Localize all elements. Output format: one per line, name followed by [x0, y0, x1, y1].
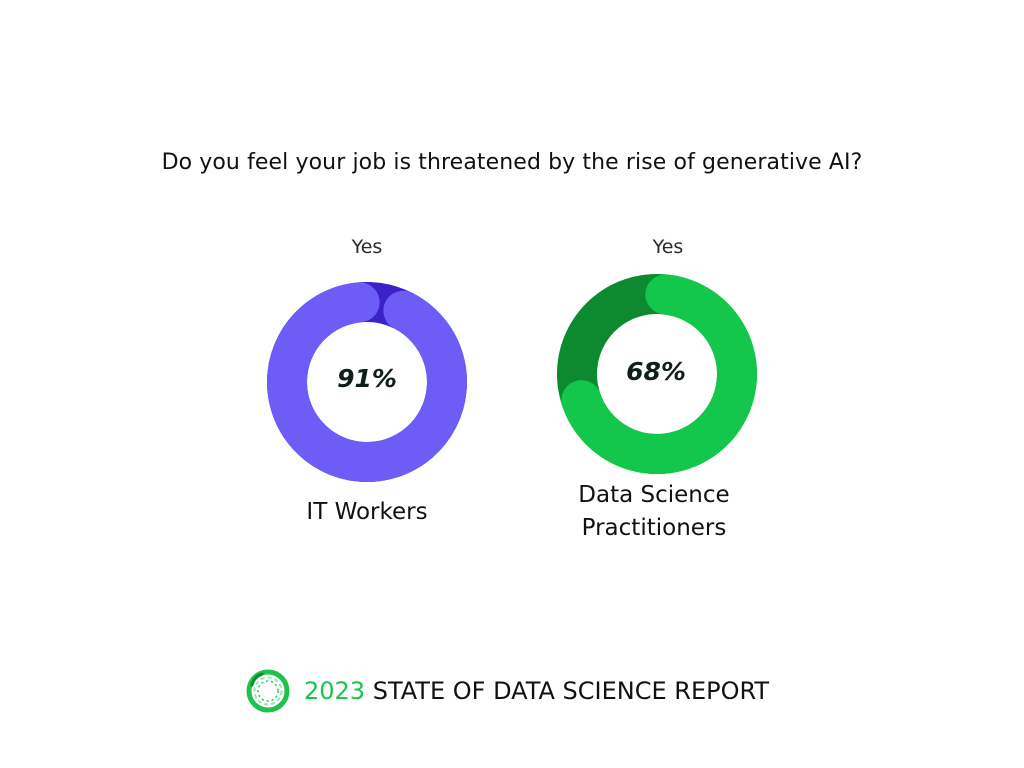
footer-text: 2023 STATE OF DATA SCIENCE REPORT [304, 677, 769, 705]
chart-1-value-label: 91% [337, 364, 397, 393]
data-science-donut [557, 274, 757, 474]
donut-1-arcs [267, 282, 467, 482]
chart-2-group-line-1: Data Science [578, 482, 730, 508]
chart-2-group-line-2: Practitioners [581, 515, 727, 541]
chart-1-group-line-1: IT Workers [306, 499, 428, 525]
chart-1-category-label: Yes [351, 236, 383, 258]
chart-2-value-label: 68% [626, 357, 686, 386]
it-workers-donut [267, 282, 467, 482]
donut-1-yes-slice [267, 282, 467, 482]
donut-2-arcs [557, 274, 757, 474]
chart-2-category-label: Yes [652, 236, 684, 258]
footer-year: 2023 [304, 677, 366, 705]
footer: 2023 STATE OF DATA SCIENCE REPORT [244, 666, 769, 716]
chart-1-group-label: IT Workers [247, 496, 487, 529]
chart-2-group-label: Data Science Practitioners [534, 479, 774, 545]
chart-title: Do you feel your job is threatened by th… [161, 150, 863, 175]
footer-title: STATE OF DATA SCIENCE REPORT [372, 677, 770, 705]
anaconda-ring-logo-icon [246, 669, 290, 713]
donut-2-yes-slice [557, 274, 757, 474]
